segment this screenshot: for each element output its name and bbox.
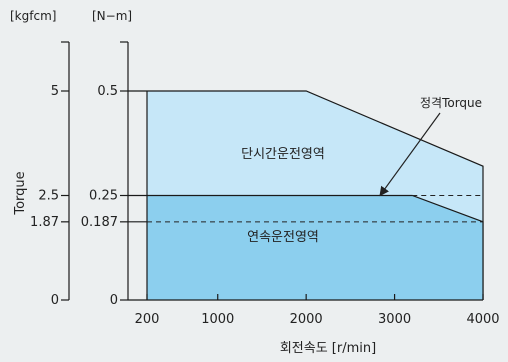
- kgfcm-tick-label: 2.5: [38, 189, 59, 204]
- rated-torque-label: 정격Torque: [420, 96, 482, 110]
- x-tick-label: 1000: [201, 312, 234, 327]
- kgfcm-tick-label: 1.87: [30, 215, 59, 230]
- short-time-region-label: 단시간운전영역: [241, 147, 325, 162]
- nm-tick-label: 0.5: [97, 84, 118, 99]
- x-tick-label: 200: [135, 312, 160, 327]
- y-axis-title: Torque: [13, 171, 28, 215]
- kgfcm-tick-label: 0: [51, 293, 59, 308]
- kgfcm-unit-label: [kgfcm]: [10, 9, 56, 23]
- rated-torque-arrow: [379, 112, 441, 197]
- nm-unit-label: [N−m]: [92, 9, 132, 23]
- continuous-region-boundary: [147, 194, 484, 300]
- kgfcm-tick-label: 5: [51, 84, 59, 99]
- x-tick-label: 3000: [378, 312, 411, 327]
- x-tick-label: 2000: [290, 312, 323, 327]
- nm-tick-label: 0.187: [81, 215, 118, 230]
- nm-tick-label: 0.25: [89, 189, 118, 204]
- continuous-region-label: 연속운전영역: [247, 230, 319, 245]
- nm-tick-label: 0: [110, 293, 118, 308]
- x-tick-label: 4000: [466, 312, 499, 327]
- continuous-region-area: [147, 195, 483, 300]
- x-axis-title: 회전속도 [r/min]: [280, 341, 376, 356]
